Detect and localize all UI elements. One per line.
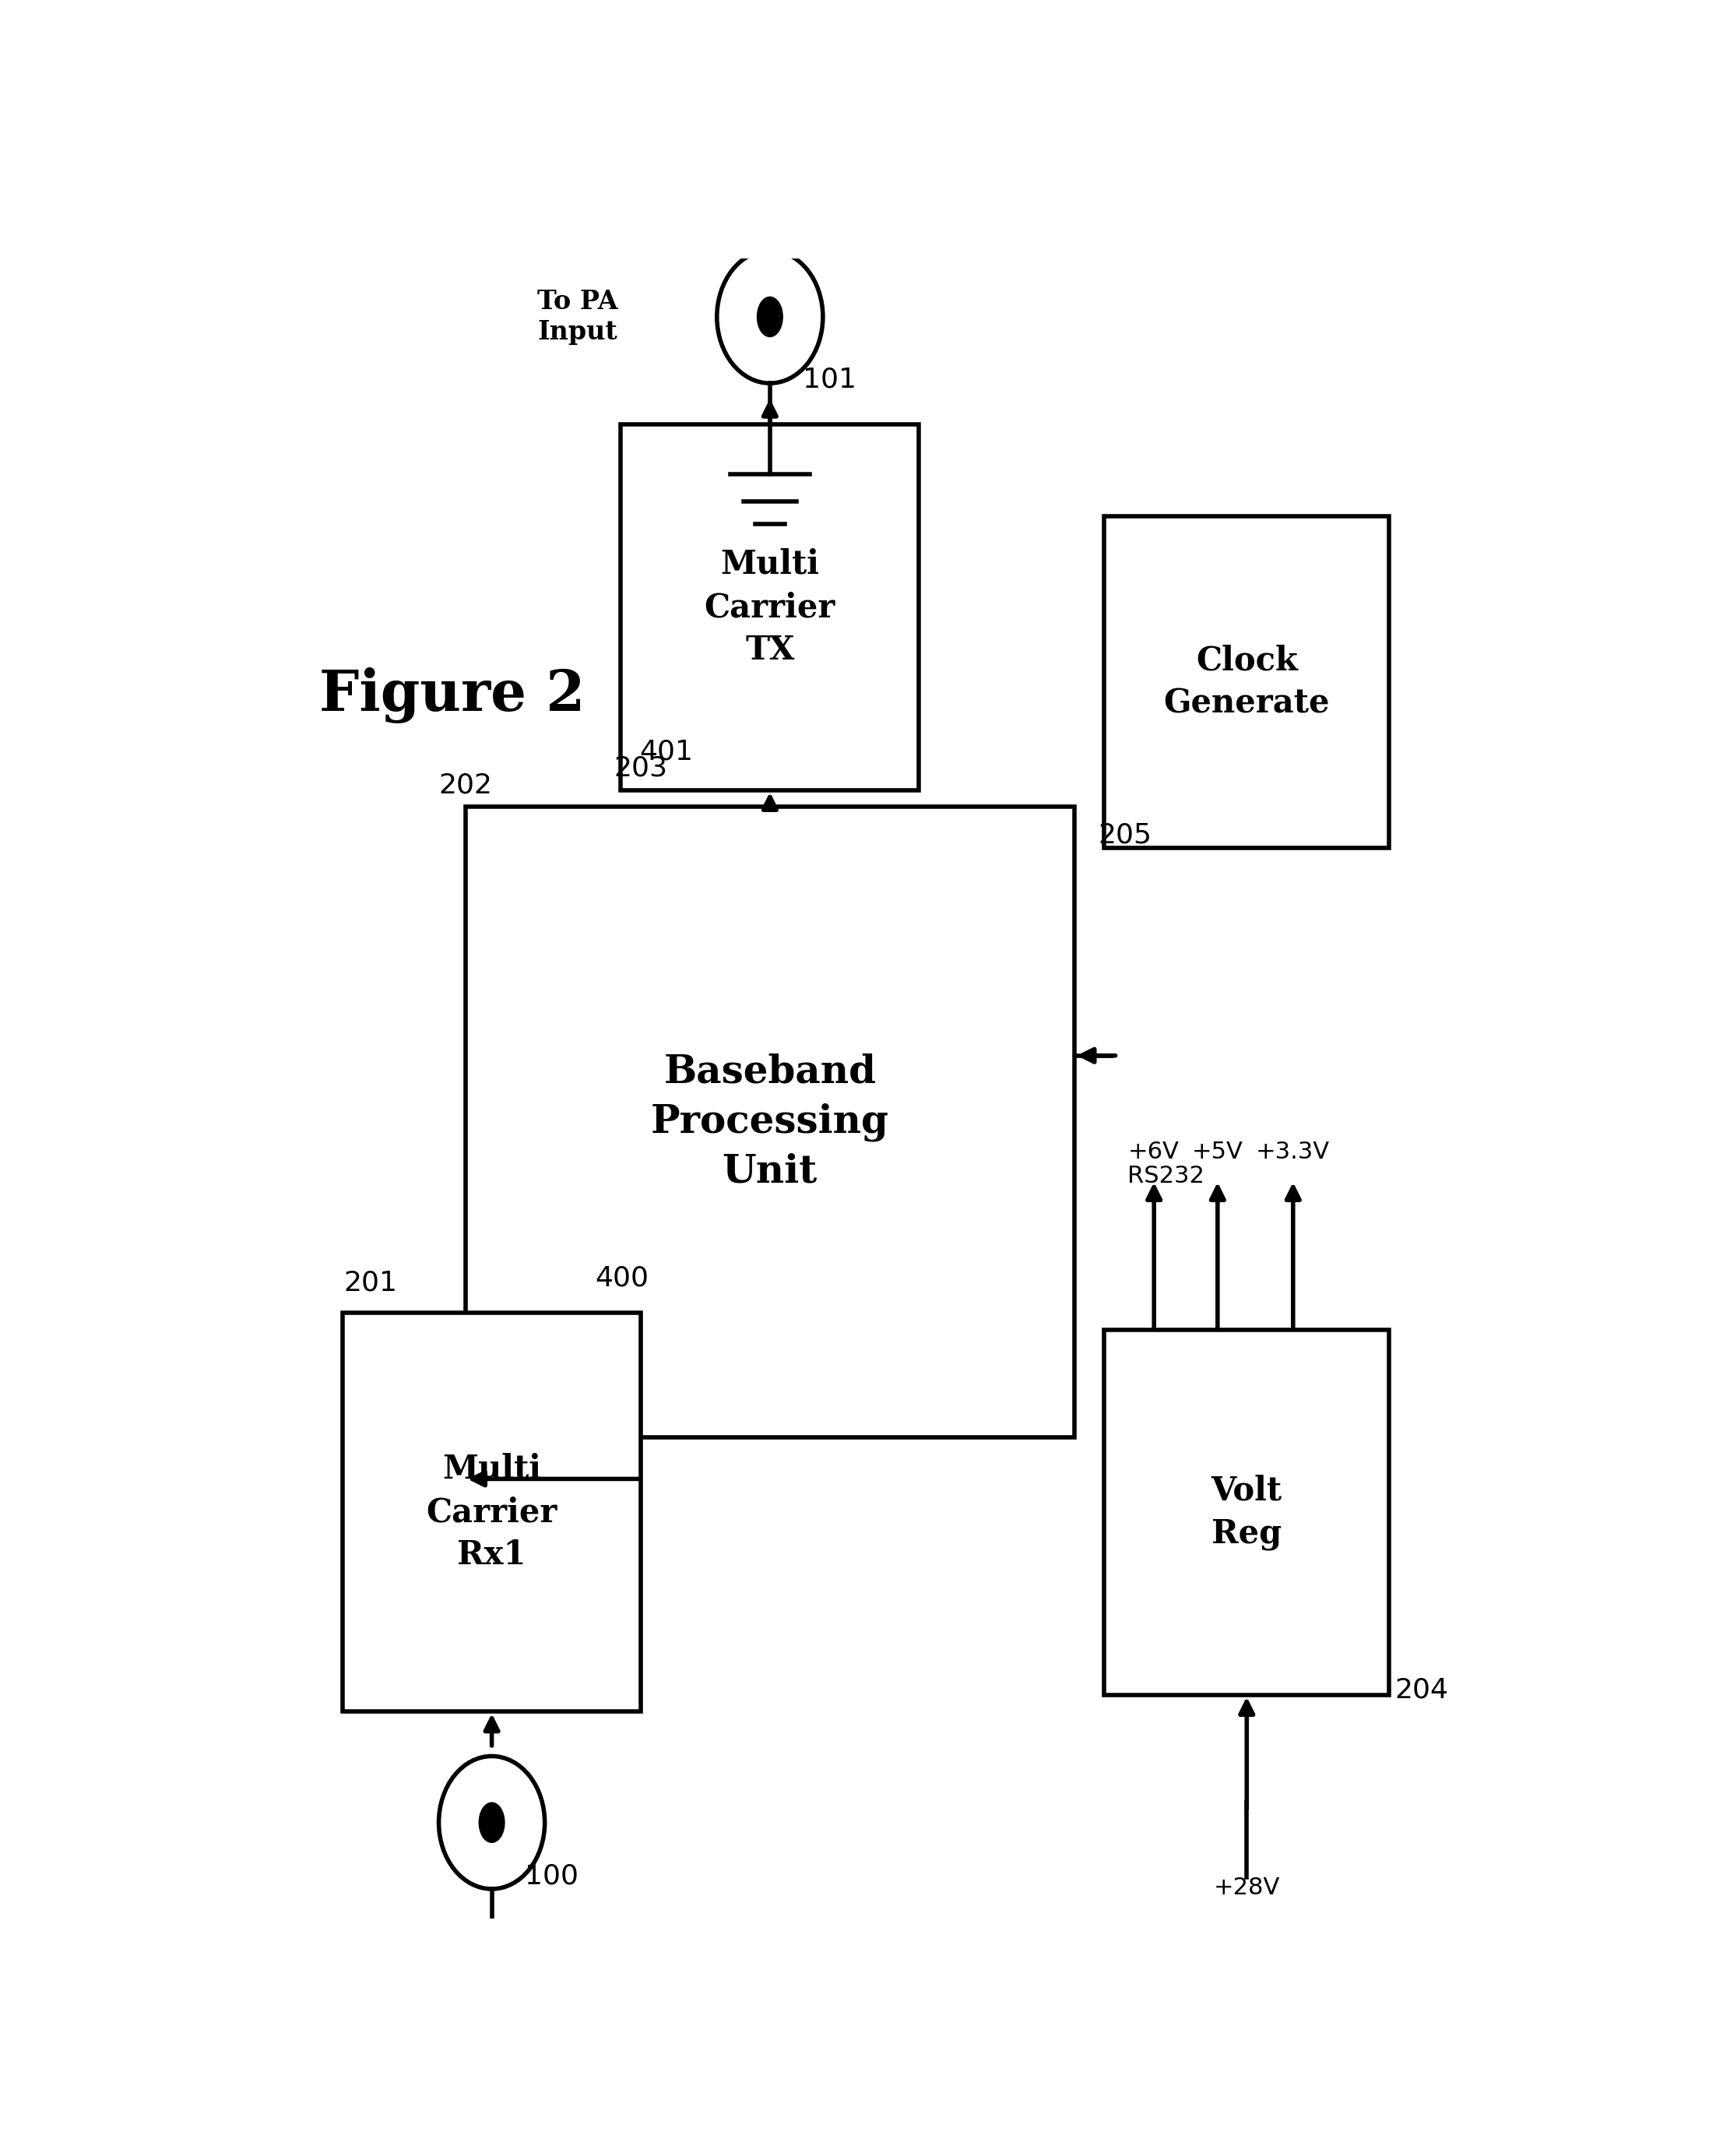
Ellipse shape (757, 298, 783, 336)
Text: RS232: RS232 (1128, 1164, 1205, 1188)
Bar (620, 425, 919, 789)
Text: 100: 100 (525, 1863, 579, 1889)
Text: 203: 203 (614, 755, 667, 783)
Text: To PA
Input: To PA Input (537, 289, 617, 345)
Text: Clock
Generate: Clock Generate (1164, 645, 1330, 720)
Text: 400: 400 (595, 1266, 648, 1291)
Bar (465, 806, 1075, 1438)
Text: +28V: +28V (1213, 1876, 1280, 1899)
Text: 401: 401 (639, 740, 694, 765)
Text: +3.3V: +3.3V (1256, 1141, 1330, 1164)
Text: 202: 202 (439, 772, 492, 798)
Text: Baseband
Processing
Unit: Baseband Processing Unit (651, 1052, 889, 1192)
Text: Multi
Carrier
TX: Multi Carrier TX (704, 548, 836, 666)
Bar (1104, 1330, 1389, 1695)
Bar (344, 1313, 641, 1712)
Text: Multi
Carrier
Rx1: Multi Carrier Rx1 (426, 1453, 557, 1572)
Text: 201: 201 (344, 1270, 396, 1296)
Text: +5V: +5V (1191, 1141, 1242, 1164)
Text: +6V: +6V (1128, 1141, 1179, 1164)
Bar (1104, 515, 1389, 847)
Text: 205: 205 (1099, 821, 1152, 847)
Text: Volt
Reg: Volt Reg (1212, 1475, 1282, 1550)
Text: 101: 101 (803, 367, 856, 392)
Text: Figure 2: Figure 2 (320, 668, 586, 724)
Ellipse shape (479, 1802, 504, 1843)
Text: 204: 204 (1395, 1677, 1449, 1703)
